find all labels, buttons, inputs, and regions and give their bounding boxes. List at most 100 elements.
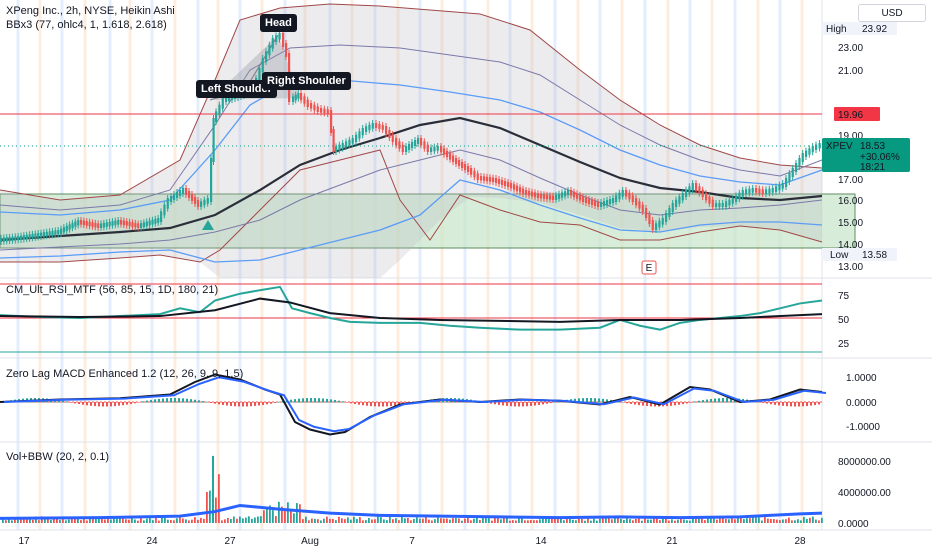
volume-bar — [524, 520, 526, 523]
candle — [555, 194, 558, 200]
candle — [711, 199, 714, 207]
volume-bar — [692, 517, 694, 523]
volume-bar — [122, 518, 124, 523]
volume-bar — [452, 518, 454, 523]
macd-histogram-bar — [598, 398, 600, 403]
candle — [648, 214, 651, 224]
candle — [546, 194, 549, 200]
volume-bar — [767, 518, 769, 523]
volume-bar — [389, 516, 391, 523]
macd-histogram-bar — [166, 398, 168, 403]
volume-bar — [47, 517, 49, 523]
macd-histogram-bar — [554, 401, 556, 403]
volume-bar — [668, 520, 670, 523]
high-label-bg — [822, 22, 897, 35]
volume-bar — [716, 519, 718, 523]
volume-bar — [197, 519, 199, 523]
macd-histogram-bar — [242, 402, 244, 407]
candle — [458, 160, 461, 166]
volume-bar — [179, 516, 181, 523]
candle — [449, 153, 452, 160]
macd-histogram-bar — [230, 402, 232, 406]
candle — [375, 123, 378, 128]
macd-histogram-bar — [306, 398, 308, 403]
candle — [507, 182, 510, 187]
macd-histogram-bar — [374, 402, 376, 407]
candle — [528, 190, 531, 196]
macd-histogram-bar — [162, 398, 164, 403]
volume-bar — [422, 518, 424, 523]
candle — [492, 177, 495, 182]
volume-bar — [185, 519, 187, 523]
macd-histogram-bar — [254, 402, 256, 406]
volume-bar — [83, 518, 85, 523]
volume-bar — [755, 516, 757, 523]
macd-histogram-bar — [382, 402, 384, 407]
head-label[interactable]: Head — [260, 14, 297, 32]
candle — [486, 176, 489, 182]
volume-bar — [158, 520, 160, 523]
volume-bar — [419, 518, 421, 523]
candle — [688, 186, 691, 194]
volume-bar — [332, 518, 334, 523]
volume-bar — [353, 516, 355, 523]
volume-bar — [674, 520, 676, 523]
volume-bar — [284, 508, 286, 523]
volume-bar — [392, 519, 394, 523]
volume-bar — [101, 518, 103, 523]
volume-bar — [5, 520, 7, 523]
candle — [117, 220, 120, 225]
candle — [603, 201, 606, 206]
macd-histogram-bar — [66, 401, 68, 403]
macd-histogram-bar — [318, 398, 320, 403]
candle — [755, 188, 758, 193]
macd-histogram-bar — [526, 402, 528, 407]
currency-button[interactable]: USD — [858, 4, 926, 22]
macd-histogram-bar — [490, 402, 492, 404]
candle — [355, 134, 358, 142]
volume-bar — [266, 508, 268, 523]
candle — [316, 106, 319, 112]
macd-histogram-bar — [98, 402, 100, 407]
volume-bar — [113, 516, 115, 523]
volume-bar — [704, 520, 706, 523]
macd-histogram-bar — [574, 398, 576, 403]
volume-bar — [137, 520, 139, 523]
macd-histogram-bar — [246, 402, 248, 407]
macd-histogram-bar — [802, 402, 804, 407]
volume-bar — [569, 517, 571, 523]
macd-histogram-bar — [250, 402, 252, 407]
candle — [134, 222, 137, 228]
right-shoulder-label[interactable]: Right Shoulder — [262, 72, 351, 90]
candle — [265, 51, 268, 62]
candle — [801, 153, 804, 162]
candle — [297, 93, 300, 99]
macd-histogram-bar — [626, 402, 628, 404]
candle — [77, 220, 80, 226]
macd-histogram-bar — [186, 398, 188, 403]
candle — [0, 237, 3, 242]
candle — [691, 183, 694, 191]
macd-histogram-bar — [110, 402, 112, 407]
volume-bar — [326, 516, 328, 523]
macd-histogram-bar — [398, 402, 400, 406]
volume-bar — [800, 520, 802, 523]
macd-histogram-bar — [322, 398, 324, 403]
candle — [145, 221, 148, 227]
candle — [495, 178, 498, 183]
volume-bar — [32, 519, 34, 523]
macd-tick: 0.0000 — [846, 398, 877, 409]
volume-tick: 4000000.00 — [838, 488, 891, 499]
candle — [137, 223, 140, 228]
candle — [94, 222, 97, 228]
volume-bar — [338, 516, 340, 523]
volume-bar — [788, 517, 790, 523]
macd-histogram-bar — [594, 398, 596, 403]
candle — [166, 198, 169, 209]
candle — [157, 218, 160, 223]
candle — [261, 58, 264, 72]
candle — [128, 221, 131, 227]
left-shoulder-label[interactable]: Left Shoulder — [196, 80, 277, 98]
